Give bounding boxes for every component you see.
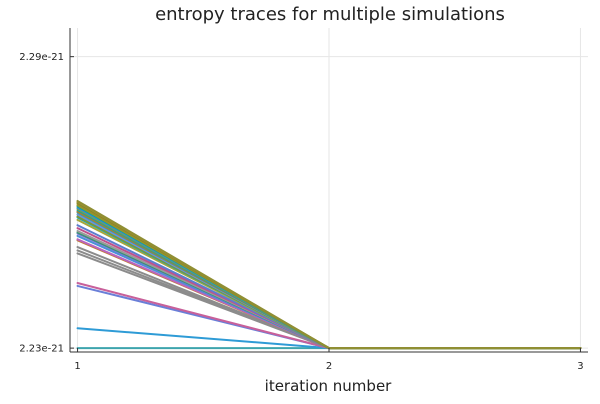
y-tick-label-1: 2.29e-21	[19, 52, 64, 63]
x-tick-label-1: 2	[326, 361, 332, 372]
x-tick-label-2: 3	[577, 361, 583, 372]
x-axis-label: iteration number	[265, 377, 393, 395]
axes	[69, 28, 588, 353]
tick-labels: 1 2 3 2.23e-21 2.29e-21	[19, 52, 583, 372]
x-tick-label-0: 1	[74, 361, 80, 372]
chart-title: entropy traces for multiple simulations	[155, 4, 505, 25]
y-tick-label-0: 2.23e-21	[19, 344, 64, 355]
